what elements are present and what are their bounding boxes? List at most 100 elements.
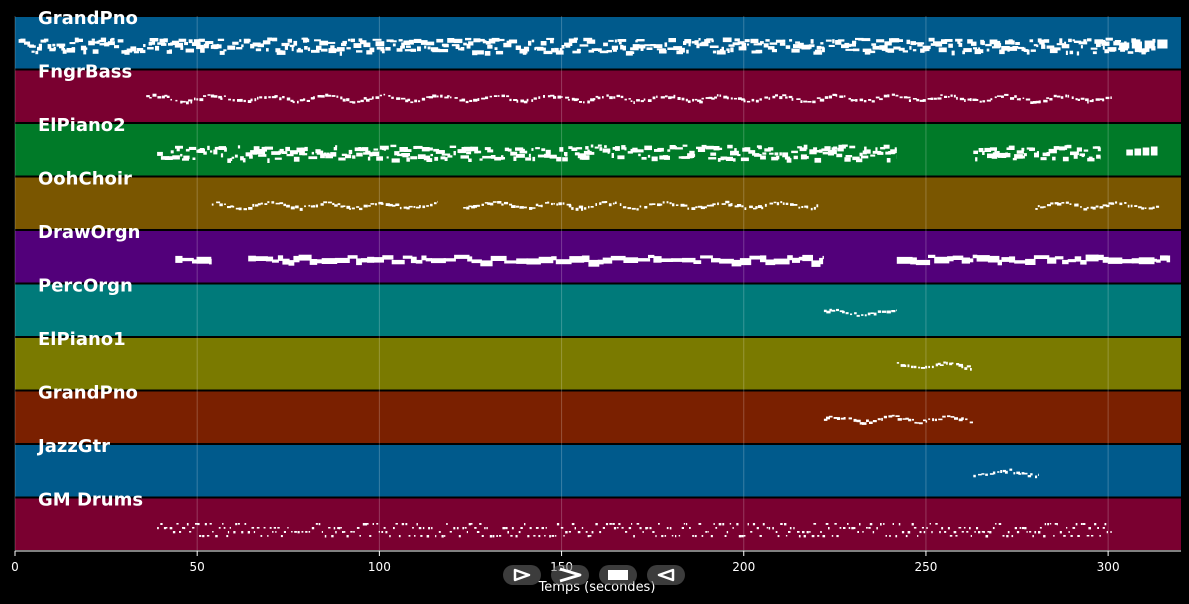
- note: [660, 96, 665, 99]
- note: [453, 38, 463, 44]
- track-label: GrandPno: [38, 8, 138, 29]
- note: [313, 205, 316, 208]
- note: [1031, 147, 1035, 151]
- note: [578, 205, 584, 209]
- note: [789, 527, 792, 530]
- note: [975, 157, 978, 162]
- note: [228, 98, 231, 101]
- note: [297, 100, 299, 104]
- note: [395, 203, 400, 206]
- note: [1011, 535, 1014, 538]
- note: [192, 259, 198, 264]
- note: [1025, 258, 1036, 265]
- note: [1030, 49, 1036, 52]
- note: [729, 523, 732, 525]
- note: [337, 203, 341, 206]
- note: [950, 416, 955, 418]
- note: [711, 97, 715, 100]
- note: [1102, 204, 1107, 207]
- note: [441, 535, 444, 538]
- note: [465, 37, 472, 41]
- note: [602, 96, 604, 99]
- note: [487, 149, 494, 153]
- note: [185, 48, 194, 53]
- note: [507, 148, 512, 152]
- note: [1053, 47, 1061, 51]
- note: [347, 255, 358, 259]
- note: [912, 49, 917, 52]
- note: [1065, 94, 1067, 98]
- note: [31, 50, 35, 53]
- note: [997, 471, 1000, 473]
- note: [76, 38, 83, 42]
- note: [447, 95, 450, 97]
- note: [291, 531, 293, 533]
- note: [363, 152, 372, 155]
- note: [891, 414, 895, 417]
- note: [826, 416, 830, 420]
- stop-button[interactable]: [599, 565, 637, 585]
- note: [351, 207, 355, 210]
- note: [47, 44, 52, 49]
- note: [935, 41, 943, 47]
- note: [503, 42, 512, 48]
- note: [951, 50, 955, 56]
- note: [984, 147, 992, 152]
- note: [731, 259, 742, 267]
- note: [669, 527, 672, 530]
- note: [1046, 97, 1050, 99]
- note: [694, 40, 699, 45]
- note: [446, 523, 448, 525]
- note: [209, 523, 212, 525]
- fast-forward-button[interactable]: [551, 565, 589, 585]
- note: [290, 99, 294, 102]
- note: [910, 41, 916, 46]
- note: [819, 149, 823, 153]
- rewind-button[interactable]: [647, 565, 685, 585]
- note: [218, 146, 226, 150]
- note: [817, 535, 820, 537]
- note: [1086, 535, 1090, 537]
- note: [787, 156, 791, 162]
- note: [1152, 206, 1155, 209]
- note: [216, 43, 219, 48]
- note: [877, 310, 882, 313]
- note: [743, 535, 746, 537]
- note: [727, 50, 730, 53]
- note: [739, 258, 752, 266]
- note: [1062, 259, 1069, 265]
- note: [964, 99, 966, 102]
- note: [682, 257, 696, 263]
- note: [499, 38, 505, 42]
- note: [934, 256, 950, 264]
- note: [293, 156, 300, 162]
- note: [775, 531, 778, 533]
- note: [624, 98, 627, 101]
- note: [180, 45, 184, 50]
- note: [807, 101, 812, 103]
- note: [1063, 535, 1066, 537]
- note: [253, 146, 260, 151]
- note: [1086, 206, 1089, 209]
- note: [689, 150, 695, 156]
- note: [100, 37, 107, 41]
- note: [753, 207, 757, 210]
- note: [443, 44, 449, 48]
- play-button[interactable]: [503, 565, 541, 585]
- note: [798, 256, 803, 261]
- note: [453, 151, 456, 156]
- note: [924, 47, 930, 52]
- note: [905, 535, 908, 538]
- note: [531, 99, 534, 102]
- note: [275, 48, 281, 53]
- note: [1032, 535, 1034, 538]
- note: [1047, 204, 1051, 207]
- note: [991, 156, 998, 159]
- note: [1080, 97, 1085, 100]
- note: [410, 48, 417, 52]
- note: [111, 37, 115, 41]
- note: [961, 257, 970, 264]
- note: [1040, 206, 1044, 209]
- note: [180, 153, 183, 157]
- note: [415, 206, 421, 209]
